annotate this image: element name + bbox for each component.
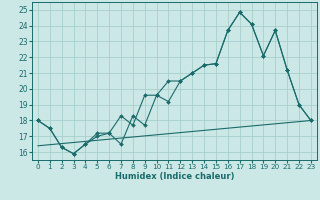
X-axis label: Humidex (Indice chaleur): Humidex (Indice chaleur): [115, 172, 234, 181]
